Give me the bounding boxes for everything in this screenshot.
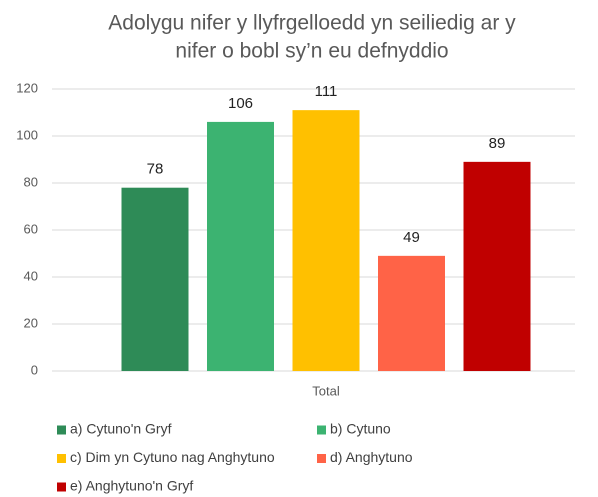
bar <box>292 110 360 372</box>
y-tick-label: 120 <box>16 80 38 95</box>
y-tick-label: 0 <box>31 362 38 377</box>
legend-label: d) Anghytuno <box>330 449 413 465</box>
y-tick-label: 20 <box>24 315 38 330</box>
bar <box>463 161 531 371</box>
data-label: 49 <box>403 229 420 246</box>
legend-swatch <box>57 425 66 435</box>
y-tick-label: 40 <box>24 268 38 283</box>
data-label: 106 <box>228 95 253 112</box>
legend-swatch <box>57 482 66 492</box>
legend-swatch <box>317 454 326 463</box>
bar <box>207 121 274 372</box>
y-tick-label: 80 <box>24 174 38 189</box>
data-label: 78 <box>147 161 164 178</box>
legend-swatch <box>57 454 66 463</box>
y-tick-label: 60 <box>24 221 38 236</box>
legend-label: c) Dim yn Cytuno nag Anghytuno <box>70 449 275 465</box>
chart-title: nifer o bobl sy’n eu defnyddio <box>175 40 448 63</box>
legend-label: a) Cytuno'n Gryf <box>70 421 172 437</box>
legend-label: e) Anghytuno'n Gryf <box>70 478 193 494</box>
data-label: 111 <box>315 83 338 100</box>
chart-title: Adolygu nifer y llyfrgelloedd yn seilied… <box>108 12 516 35</box>
x-tick-label: Total <box>312 383 340 398</box>
legend-label: b) Cytuno <box>330 421 391 437</box>
y-tick-label: 100 <box>16 127 38 142</box>
data-label: 89 <box>489 135 506 152</box>
bar <box>378 255 445 371</box>
legend-swatch <box>317 425 326 435</box>
bar <box>121 187 189 371</box>
